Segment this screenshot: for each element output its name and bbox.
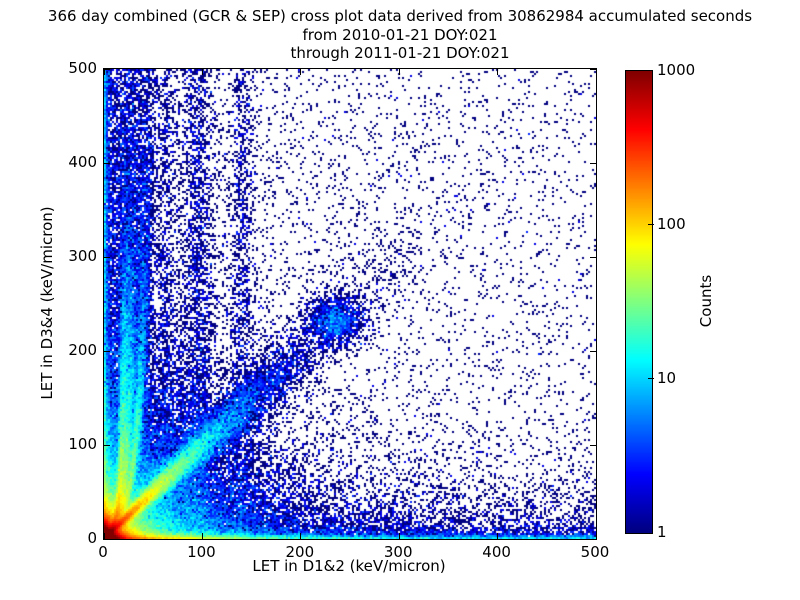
x-tick-mark: [595, 533, 597, 539]
title-block: 366 day combined (GCR & SEP) cross plot …: [0, 7, 800, 63]
y-tick-mark-right: [590, 350, 596, 352]
x-tick-mark: [398, 533, 400, 539]
colorbar-tick-label: 1: [657, 523, 667, 541]
y-tick-mark-right: [590, 256, 596, 258]
x-tick-label: 400: [482, 543, 511, 561]
plot-area: [103, 68, 597, 540]
colorbar-tick-label: 100: [657, 215, 686, 233]
x-tick-mark: [497, 533, 499, 539]
x-tick-label: 500: [580, 543, 610, 561]
x-tick-mark-top: [300, 69, 302, 75]
x-tick-label: 300: [383, 543, 413, 561]
y-tick-mark-right: [590, 444, 596, 446]
title-line-3: through 2011-01-21 DOY:021: [290, 44, 510, 62]
y-tick-mark: [104, 162, 110, 164]
x-tick-label: 0: [98, 543, 108, 561]
x-tick-mark-top: [103, 69, 105, 75]
x-tick-label: 100: [187, 543, 216, 561]
title-line-2: from 2010-01-21 DOY:021: [302, 25, 498, 44]
scatter-canvas: [104, 69, 596, 539]
y-tick-label: 100: [68, 435, 97, 453]
colorbar-tick-mark: [648, 377, 654, 379]
x-tick-mark-top: [201, 69, 203, 75]
y-tick-label: 500: [68, 59, 97, 77]
colorbar-canvas: [626, 71, 652, 533]
x-tick-mark: [201, 533, 203, 539]
x-tick-mark: [103, 533, 105, 539]
x-axis-label: LET in D1&2 (keV/micron): [252, 557, 446, 575]
x-tick-mark: [300, 533, 302, 539]
y-tick-mark-right: [590, 68, 596, 70]
y-axis-label: LET in D3&4 (keV/micron): [38, 206, 56, 400]
y-tick-mark: [104, 68, 110, 70]
y-tick-mark: [104, 256, 110, 258]
y-tick-mark: [104, 538, 110, 540]
y-tick-label: 300: [68, 247, 97, 265]
colorbar-tick-label: 10: [657, 369, 677, 387]
colorbar: [625, 70, 653, 534]
y-tick-label: 400: [68, 153, 97, 171]
y-tick-mark-right: [590, 162, 596, 164]
x-tick-label: 200: [285, 543, 315, 561]
y-tick-mark: [104, 350, 110, 352]
title-line-1: 366 day combined (GCR & SEP) cross plot …: [47, 7, 753, 25]
colorbar-tick-label: 1000: [657, 61, 696, 79]
x-tick-mark-top: [497, 69, 499, 75]
colorbar-label: Counts: [697, 274, 715, 328]
y-tick-label: 200: [68, 341, 97, 359]
y-tick-mark: [104, 444, 110, 446]
y-tick-mark-right: [590, 538, 596, 540]
x-tick-mark-top: [398, 69, 400, 75]
y-tick-label: 0: [87, 529, 97, 547]
colorbar-tick-mark: [648, 223, 654, 225]
x-tick-mark-top: [595, 69, 597, 75]
